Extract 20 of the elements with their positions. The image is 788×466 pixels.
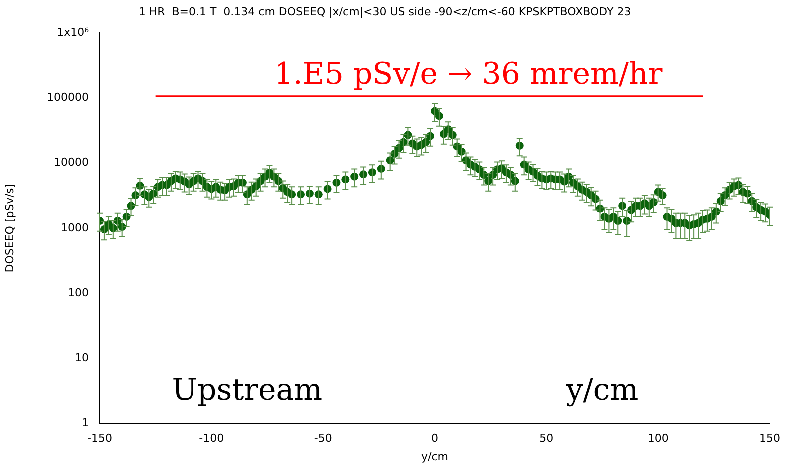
y-tick-label: 10 — [75, 351, 89, 364]
y-tick-label: 1 — [82, 416, 89, 430]
annotation: Upstream — [172, 373, 323, 408]
y-tick-label: 100 — [68, 286, 89, 300]
chart-title: 1 HR B=0.1 T 0.134 cm DOSEEQ |x/cm|<30 US side -90<z/cm<-60 KPSKPTBOXBODY 23 — [138, 5, 632, 18]
y-tick-label: 1x10⁶ — [57, 26, 90, 40]
annotation: 1.E5 pSv/e → 36 mrem/hr — [274, 56, 664, 92]
y-axis-title: DOSEEQ [pSv/s] — [3, 184, 16, 273]
x-axis-title: y/cm — [422, 450, 448, 464]
y-tick-label: 10000 — [54, 156, 89, 170]
x-tick-label: 0 — [432, 432, 438, 446]
x-tick-label: -100 — [199, 432, 224, 446]
x-tick-label: 150 — [760, 432, 780, 446]
x-tick-label: 100 — [648, 432, 669, 446]
x-tick-label: 50 — [540, 432, 554, 446]
annotation: y/cm — [565, 373, 639, 408]
y-tick-label: 1000 — [61, 221, 89, 234]
x-tick-label: -150 — [88, 432, 112, 446]
y-tick-label: 100000 — [47, 91, 89, 104]
x-tick-label: -50 — [314, 432, 332, 446]
